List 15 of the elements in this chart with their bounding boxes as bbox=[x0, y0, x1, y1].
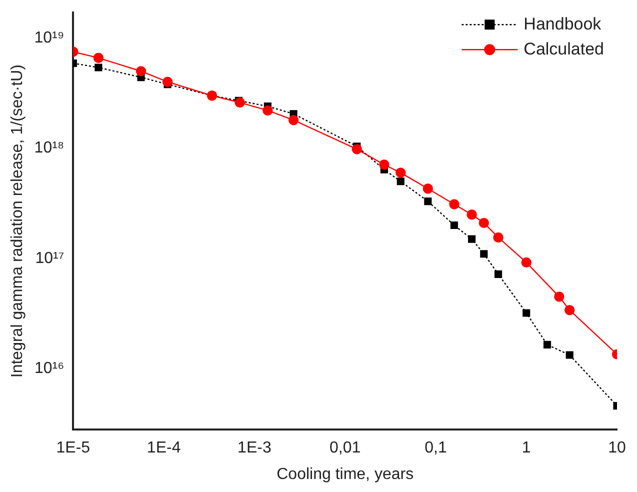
y-tick-label: 10¹⁹ bbox=[34, 29, 64, 46]
x-tick-label: 1E-3 bbox=[238, 440, 272, 457]
y-tick-label: 10¹⁶ bbox=[34, 360, 64, 378]
y-tick-label: 10¹⁸ bbox=[34, 140, 64, 157]
x-axis-title: Cooling time, years bbox=[276, 466, 414, 483]
x-tick-label: 0,01 bbox=[330, 440, 361, 457]
legend-label: Calculated bbox=[524, 39, 604, 58]
x-tick-label: 1E-4 bbox=[146, 440, 181, 457]
y-tick-label: 10¹⁷ bbox=[35, 250, 64, 267]
x-tick-label: 1E-5 bbox=[56, 440, 90, 457]
x-tick-label: 1 bbox=[522, 440, 531, 457]
x-tick-label: 0,1 bbox=[424, 440, 447, 457]
x-tick-label: 10 bbox=[608, 440, 626, 457]
legend-label: Handbook bbox=[524, 14, 602, 34]
y-axis-title: Integral gamma radiation release, 1/(sec·tU) bbox=[9, 64, 26, 378]
